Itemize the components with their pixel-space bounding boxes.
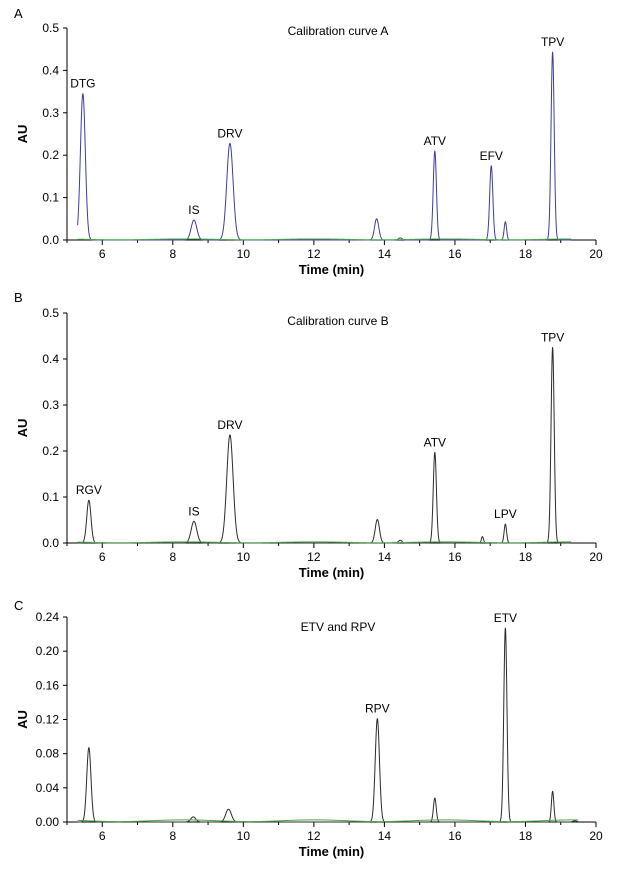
y-tick-label: 0.20 bbox=[36, 644, 60, 658]
x-tick-label: 18 bbox=[519, 247, 533, 261]
peak-label: EFV bbox=[480, 149, 503, 163]
peak-label: RGV bbox=[76, 483, 102, 497]
plot-title: Calibration curve A bbox=[288, 24, 389, 38]
x-axis-label: Time (min) bbox=[299, 565, 365, 580]
y-tick-label: 0.2 bbox=[42, 444, 59, 458]
y-tick-label: 0.5 bbox=[42, 306, 59, 320]
y-tick-label: 0.24 bbox=[36, 610, 60, 624]
panel-c: C ETV and RPV 0.00 0.04 0.08 0.12 0.16 0.20 0.24… bbox=[14, 598, 603, 859]
x-tick-label: 14 bbox=[378, 829, 392, 843]
y-tick-label: 0.04 bbox=[36, 781, 60, 795]
x-tick-label: 20 bbox=[589, 829, 603, 843]
plot-title: ETV and RPV bbox=[301, 620, 376, 634]
y-tick-label: 0.16 bbox=[36, 678, 60, 692]
peak-label: RPV bbox=[365, 702, 390, 716]
plot-title: Calibration curve B bbox=[287, 314, 388, 328]
y-tick-label: 0.1 bbox=[42, 490, 59, 504]
baseline-trace bbox=[77, 819, 579, 823]
x-tick-label: 12 bbox=[307, 247, 321, 261]
y-tick-label: 0.3 bbox=[42, 398, 59, 412]
peak-label: IS bbox=[188, 203, 199, 217]
x-tick-label: 20 bbox=[589, 550, 603, 564]
x-tick-label: 16 bbox=[448, 247, 462, 261]
x-tick-label: 8 bbox=[169, 247, 176, 261]
y-tick-label: 0.0 bbox=[42, 536, 59, 550]
x-tick-label: 20 bbox=[589, 247, 603, 261]
x-tick-label: 18 bbox=[519, 550, 533, 564]
x-tick-label: 6 bbox=[99, 550, 106, 564]
peak-label: DRV bbox=[217, 418, 242, 432]
chromatogram-trace bbox=[77, 51, 572, 241]
chromatogram-trace bbox=[77, 627, 579, 823]
peak-label: DRV bbox=[217, 126, 242, 140]
baseline-trace bbox=[77, 541, 572, 544]
y-axis-label: AU bbox=[15, 125, 30, 144]
x-tick-label: 6 bbox=[99, 247, 106, 261]
x-tick-label: 10 bbox=[237, 550, 251, 564]
peak-label: TPV bbox=[541, 331, 564, 345]
y-tick-label: 0.00 bbox=[36, 815, 60, 829]
panel-letter: C bbox=[14, 598, 23, 613]
y-tick-label: 0.1 bbox=[42, 191, 59, 205]
x-axis-label: Time (min) bbox=[299, 262, 365, 277]
y-axis-label: AU bbox=[15, 710, 30, 729]
y-tick-label: 0.08 bbox=[36, 747, 60, 761]
y-tick-label: 0.4 bbox=[42, 63, 59, 77]
x-tick-label: 18 bbox=[519, 829, 533, 843]
peak-label: IS bbox=[188, 504, 199, 518]
y-tick-label: 0.0 bbox=[42, 233, 59, 247]
x-tick-label: 6 bbox=[99, 829, 106, 843]
x-tick-label: 14 bbox=[378, 550, 392, 564]
peak-label: TPV bbox=[541, 35, 564, 49]
y-axis-label: AU bbox=[15, 419, 30, 438]
panel-letter: B bbox=[14, 290, 23, 305]
x-tick-label: 12 bbox=[307, 829, 321, 843]
baseline-trace bbox=[77, 238, 572, 241]
x-tick-label: 16 bbox=[448, 550, 462, 564]
x-axis-label: Time (min) bbox=[299, 844, 365, 859]
x-tick-label: 10 bbox=[237, 247, 251, 261]
peak-label: LPV bbox=[494, 507, 517, 521]
x-tick-label: 8 bbox=[169, 550, 176, 564]
x-tick-label: 10 bbox=[237, 829, 251, 843]
panel-b: B Calibration curve B 0.0 0.1 0.2 0.3 0.4 0.5 6 8… bbox=[14, 290, 603, 580]
y-tick-label: 0.2 bbox=[42, 148, 59, 162]
y-tick-label: 0.12 bbox=[36, 713, 60, 727]
y-tick-label: 0.5 bbox=[42, 21, 59, 35]
peak-label: ETV bbox=[494, 611, 517, 625]
x-tick-label: 16 bbox=[448, 829, 462, 843]
y-tick-label: 0.3 bbox=[42, 106, 59, 120]
y-tick-label: 0.4 bbox=[42, 352, 59, 366]
panel-a: A Calibration curve A 0.0 0.1 0.2 0.3 0.4 0.5 6 8… bbox=[14, 6, 603, 277]
x-tick-label: 8 bbox=[169, 829, 176, 843]
peak-label: ATV bbox=[424, 435, 446, 449]
peak-label: DTG bbox=[70, 77, 95, 91]
x-tick-label: 14 bbox=[378, 247, 392, 261]
peak-label: ATV bbox=[424, 134, 446, 148]
x-tick-label: 12 bbox=[307, 550, 321, 564]
panel-letter: A bbox=[14, 6, 23, 21]
